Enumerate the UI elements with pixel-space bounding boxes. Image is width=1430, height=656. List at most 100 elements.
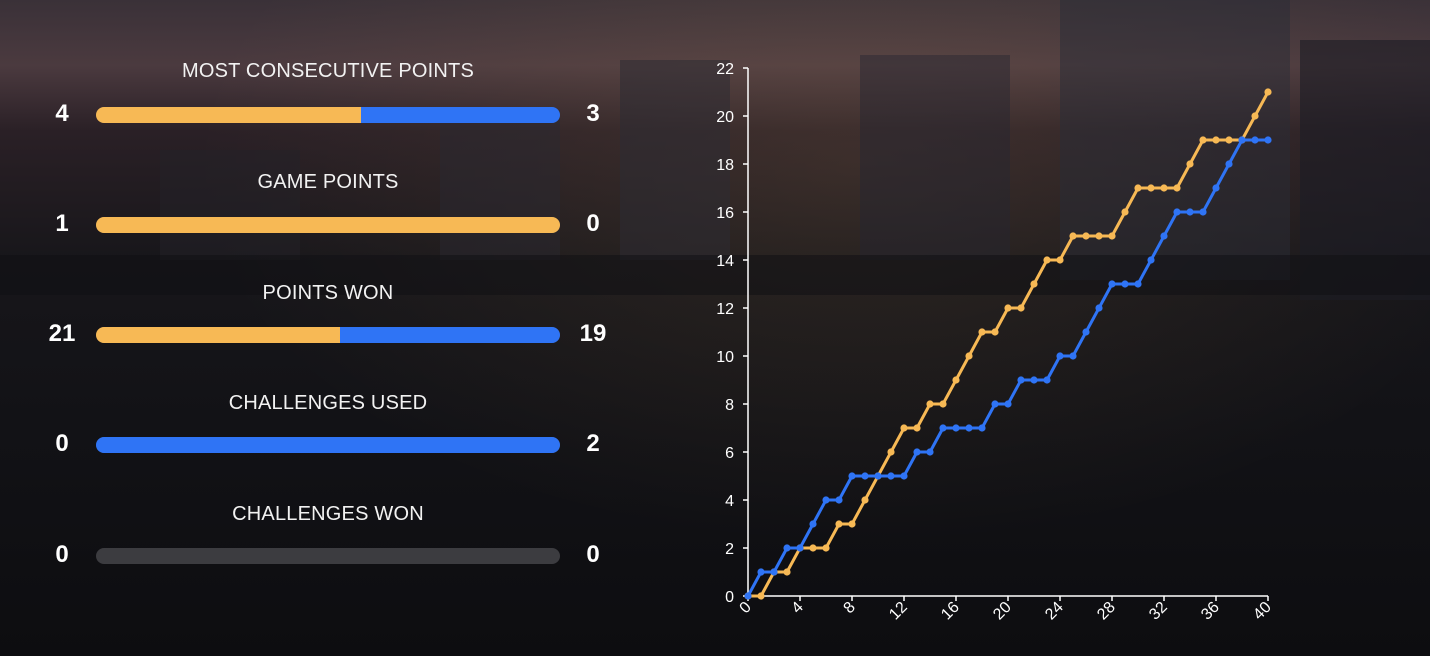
- data-point-player1: [783, 568, 791, 576]
- data-point-player2: [1069, 352, 1077, 360]
- y-tick-label: 6: [725, 445, 734, 462]
- stat-title-challenges-won: CHALLENGES WON: [232, 503, 424, 525]
- data-point-player2: [796, 544, 804, 552]
- y-tick-label: 10: [716, 349, 734, 366]
- player1-challenges-won: 0: [55, 541, 69, 568]
- challenges-used-bar: [96, 437, 560, 453]
- y-tick-label: 14: [716, 253, 734, 270]
- y-tick-label: 0: [725, 589, 734, 606]
- data-point-player1: [1225, 136, 1233, 144]
- data-point-player2: [900, 472, 908, 480]
- data-point-player2: [1095, 304, 1103, 312]
- data-point-player1: [913, 424, 921, 432]
- data-point-player2: [1147, 256, 1155, 264]
- data-point-player2: [1004, 400, 1012, 408]
- data-point-player1: [1043, 256, 1051, 264]
- stat-title-most-consecutive-points: MOST CONSECUTIVE POINTS: [181, 60, 475, 82]
- data-point-player1: [991, 328, 999, 336]
- player1-bar-segment: [96, 217, 560, 233]
- data-point-player1: [1173, 184, 1181, 192]
- y-tick-label: 12: [716, 301, 734, 318]
- data-point-player2: [1238, 136, 1246, 144]
- x-tick-label: 28: [1094, 599, 1119, 624]
- stat-title-game-points: GAME POINTS: [257, 171, 399, 193]
- data-point-player2: [1251, 136, 1259, 144]
- data-point-player1: [1264, 88, 1272, 96]
- x-tick-label: 12: [886, 599, 911, 624]
- data-point-player2: [913, 448, 921, 456]
- data-point-player2: [809, 520, 817, 528]
- data-point-player2: [926, 448, 934, 456]
- data-point-player2: [1043, 376, 1051, 384]
- data-point-player1: [1199, 136, 1207, 144]
- data-point-player1: [1121, 208, 1129, 216]
- x-tick-label: 4: [789, 599, 807, 617]
- data-point-player2: [1017, 376, 1025, 384]
- y-tick-label: 4: [725, 493, 734, 510]
- player1-bar-segment: [96, 107, 361, 123]
- data-point-player1: [926, 400, 934, 408]
- y-tick-label: 8: [725, 397, 734, 414]
- data-point-player2: [1030, 376, 1038, 384]
- data-point-player1: [1017, 304, 1025, 312]
- data-point-player2: [848, 472, 856, 480]
- stat-title-points-won: POINTS WON: [262, 282, 394, 304]
- player1-most-consecutive-points: 4: [55, 100, 69, 127]
- data-point-player1: [861, 496, 869, 504]
- y-tick-label: 22: [716, 61, 734, 78]
- data-point-player2: [1186, 208, 1194, 216]
- data-point-player2: [1108, 280, 1116, 288]
- data-point-player1: [939, 400, 947, 408]
- data-point-player1: [1082, 232, 1090, 240]
- y-tick-label: 18: [716, 157, 734, 174]
- x-tick-label: 8: [841, 599, 859, 617]
- y-tick-label: 2: [725, 541, 734, 558]
- player2-bar-segment: [339, 327, 560, 343]
- data-point-player2: [952, 424, 960, 432]
- most-consecutive-points-bar: [96, 107, 560, 123]
- data-point-player2: [1264, 136, 1272, 144]
- stat-title-challenges-used: CHALLENGES USED: [228, 392, 428, 414]
- data-point-player2: [1225, 160, 1233, 168]
- data-point-player2: [1212, 184, 1220, 192]
- data-point-player2: [1134, 280, 1142, 288]
- data-point-player2: [939, 424, 947, 432]
- data-point-player2: [1121, 280, 1129, 288]
- data-point-player2: [783, 544, 791, 552]
- data-point-player2: [835, 496, 843, 504]
- x-tick-label: 20: [990, 599, 1015, 624]
- data-point-player1: [809, 544, 817, 552]
- data-point-player1: [1004, 304, 1012, 312]
- player1-challenges-used: 0: [55, 430, 69, 457]
- data-point-player2: [874, 472, 882, 480]
- x-tick-label: 0: [737, 599, 755, 617]
- data-point-player2: [757, 568, 765, 576]
- y-tick-label: 20: [716, 109, 734, 126]
- player2-challenges-used: 2: [586, 430, 600, 457]
- data-point-player1: [900, 424, 908, 432]
- series-line-player2: [746, 138, 1268, 597]
- data-point-player1: [1186, 160, 1194, 168]
- data-point-player1: [952, 376, 960, 384]
- data-point-player2: [861, 472, 869, 480]
- x-tick-label: 32: [1146, 599, 1171, 624]
- x-tick-label: 24: [1042, 599, 1067, 624]
- points-won-bar: [96, 327, 560, 343]
- data-point-player1: [1095, 232, 1103, 240]
- data-point-player1: [887, 448, 895, 456]
- data-point-player1: [1108, 232, 1116, 240]
- data-point-player1: [1251, 112, 1259, 120]
- player2-most-consecutive-points: 3: [586, 100, 600, 127]
- data-point-player2: [1199, 208, 1207, 216]
- data-point-player1: [1056, 256, 1064, 264]
- data-point-player1: [1160, 184, 1168, 192]
- x-tick-label: 40: [1250, 599, 1275, 624]
- data-point-player2: [1160, 232, 1168, 240]
- data-point-player1: [757, 592, 765, 600]
- data-point-player2: [1082, 328, 1090, 336]
- player1-bar-segment: [96, 327, 340, 343]
- data-point-player2: [887, 472, 895, 480]
- challenges-won-bar: [96, 548, 560, 564]
- x-tick-label: 36: [1198, 599, 1223, 624]
